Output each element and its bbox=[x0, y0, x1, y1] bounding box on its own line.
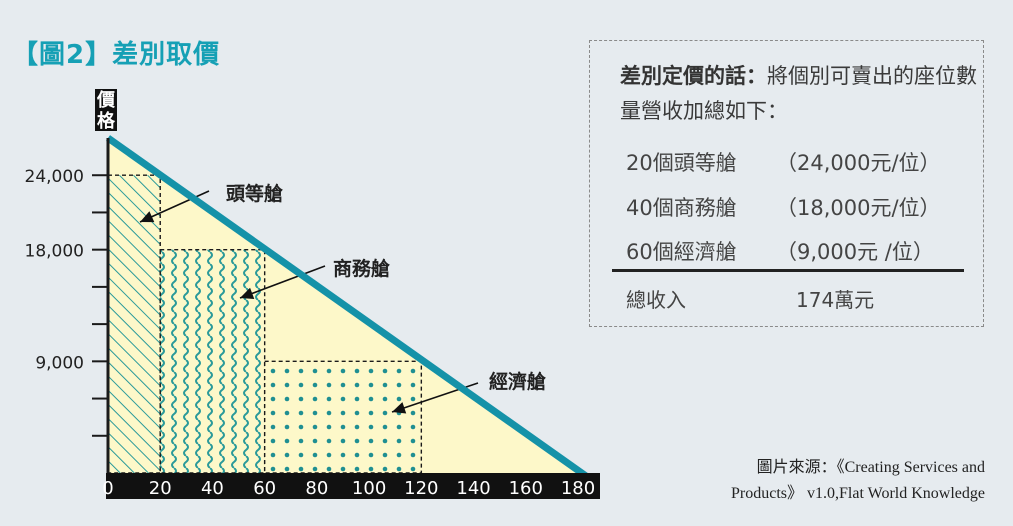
segment-rects bbox=[107, 174, 423, 474]
figure-title: 【圖2】差別取價 bbox=[12, 40, 221, 70]
total-value: 174萬元 bbox=[796, 288, 875, 312]
y-axis-title-box bbox=[95, 110, 117, 131]
info-row-business-class: 40個商務艙 （18,000元/位） bbox=[626, 192, 941, 222]
y-tick-label: 18,000 bbox=[25, 242, 84, 262]
segment-economy-class-arrow-head bbox=[392, 402, 407, 414]
x-tick-label: 80 bbox=[305, 478, 328, 499]
info-intro: 差別定價的話：將個別可賣出的座位數量營收加總如下： bbox=[620, 59, 980, 129]
info-row-desc: 40個商務艙 bbox=[626, 196, 737, 220]
segment-business-class-fill bbox=[160, 249, 265, 473]
y-axis-title-char: 價 bbox=[96, 89, 116, 111]
x-tick-label: 100 bbox=[352, 478, 386, 499]
segment-first-class-arrow-head bbox=[140, 211, 155, 223]
y-axis: 24,000 18,000 9,000 價格 bbox=[25, 89, 117, 473]
source-line-1: 圖片來源：《Creating Services and bbox=[756, 459, 985, 476]
info-row-price: （9,000元 /位） bbox=[776, 240, 934, 264]
info-intro-lead: 差別定價的話： bbox=[620, 64, 767, 88]
source-note: 圖片來源：《Creating Services and Products》 v1… bbox=[731, 455, 985, 507]
x-axis-band bbox=[106, 473, 600, 499]
info-row-desc: 60個經濟艙 bbox=[626, 240, 737, 264]
x-tick-label: 20 bbox=[149, 478, 172, 499]
total-revenue-row: 總收入 174萬元 bbox=[626, 284, 874, 313]
y-tick-label: 24,000 bbox=[25, 167, 84, 187]
x-tick-label: 140 bbox=[456, 478, 490, 499]
segment-business-class-label: 商務艙 bbox=[333, 257, 390, 280]
y-axis-title-box bbox=[95, 89, 117, 110]
source-line-2: Products》 v1.0,Flat World Knowledge bbox=[731, 485, 985, 502]
demand-line bbox=[105, 135, 589, 479]
x-tick-label: 40 bbox=[201, 478, 224, 499]
info-row-economy-class: 60個經濟艙 （9,000元 /位） bbox=[626, 236, 934, 266]
total-label: 總收入 bbox=[626, 288, 686, 312]
info-row-price: （18,000元/位） bbox=[776, 196, 941, 220]
y-tick-label: 9,000 bbox=[35, 353, 84, 373]
segment-business-class-arrow-head bbox=[240, 287, 255, 300]
segment-economy-class-fill bbox=[264, 361, 422, 473]
segment-first-class-fill bbox=[108, 175, 161, 473]
info-intro-text: 將個別可賣出的座位數量營收加總如下： bbox=[620, 64, 977, 123]
y-axis-title-char: 格 bbox=[97, 110, 116, 132]
x-axis: 020406080100120140160180數量 bbox=[102, 473, 600, 499]
info-row-first-class: 20個頭等艙 （24,000元/位） bbox=[626, 147, 941, 177]
revenue-info-box: 差別定價的話：將個別可賣出的座位數量營收加總如下： 20個頭等艙 （24,000元… bbox=[589, 40, 984, 327]
x-tick-label: 60 bbox=[253, 478, 276, 499]
x-tick-label: 160 bbox=[509, 478, 543, 499]
segment-economy-class-label: 經濟艙 bbox=[489, 370, 546, 393]
info-row-desc: 20個頭等艙 bbox=[626, 151, 737, 175]
info-row-price: （24,000元/位） bbox=[776, 151, 941, 175]
x-tick-label: 180 bbox=[561, 478, 595, 499]
segment-first-class-label: 頭等艙 bbox=[226, 182, 283, 205]
x-tick-label: 0 bbox=[102, 478, 113, 499]
total-divider bbox=[612, 269, 964, 272]
segment-business-class-arrow-line bbox=[239, 265, 326, 299]
x-tick-label: 120 bbox=[404, 478, 438, 499]
